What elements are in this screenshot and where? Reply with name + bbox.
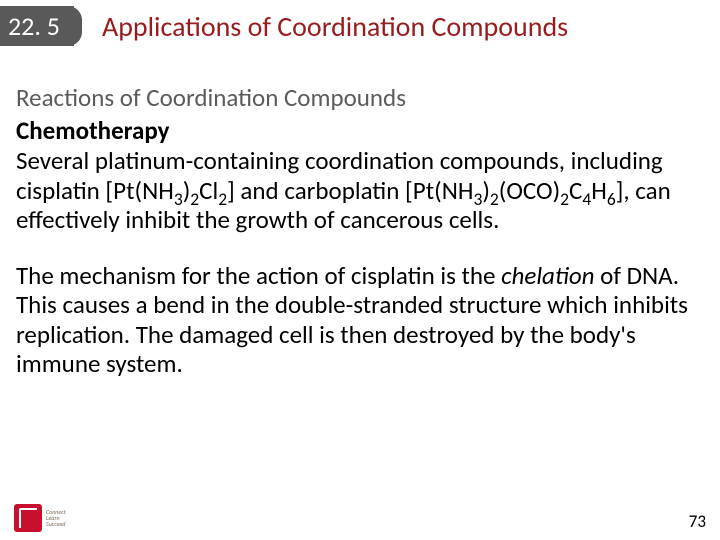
publisher-logo: Connect Learn Succeed [14, 504, 66, 532]
slide-footer: Connect Learn Succeed 73 [14, 504, 706, 532]
paragraph-1: Several platinum-containing coordination… [16, 146, 698, 235]
slide-body: Reactions of Coordination Compounds Chem… [0, 46, 720, 379]
sub: 4 [582, 188, 591, 210]
p1-text: C [569, 175, 582, 206]
paragraph-2: The mechanism for the action of cisplati… [16, 261, 698, 379]
slide-header: 22. 5 Applications of Coordination Compo… [0, 0, 720, 46]
section-number-tab: 22. 5 [0, 6, 74, 46]
subheading: Reactions of Coordination Compounds [16, 82, 698, 113]
logo-line: Succeed [46, 521, 66, 527]
logo-icon [14, 504, 42, 532]
sub: 6 [607, 188, 616, 210]
p1-text: H [591, 175, 607, 206]
p1-text: ] and carboplatin [Pt(NH [227, 175, 473, 206]
logo-tagline: Connect Learn Succeed [46, 509, 66, 528]
p1-text: Cl [199, 175, 218, 206]
p1-text: (OCO) [499, 175, 560, 206]
page-number: 73 [689, 511, 706, 532]
p1-text: ) [482, 175, 490, 206]
p2-text: The mechanism for the action of cisplati… [16, 260, 501, 291]
section-number: 22. 5 [8, 10, 60, 42]
slide-title: Applications of Coordination Compounds [102, 9, 568, 44]
sub: 2 [560, 188, 569, 210]
topic-heading: Chemotherapy [16, 115, 698, 146]
p2-italic: chelation [501, 260, 594, 291]
